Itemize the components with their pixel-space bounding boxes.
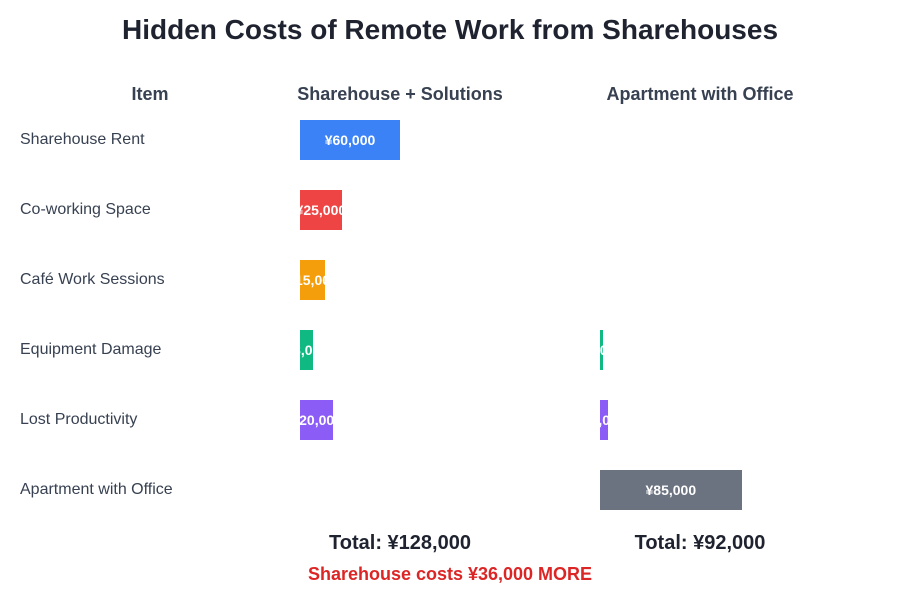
bar: ¥20,000 [300, 400, 334, 440]
header-apartment: Apartment with Office [606, 84, 794, 104]
bar: ¥5,000 [600, 400, 609, 440]
bar: ¥8,000 [300, 330, 314, 370]
total-sharehouse: Total: ¥128,000 [329, 532, 471, 554]
row-label: Equipment Damage [20, 341, 162, 358]
row-label: Co-working Space [20, 201, 151, 218]
bar: ¥25,000 [300, 190, 342, 230]
difference-note: Sharehouse costs ¥36,000 MORE [307, 564, 593, 584]
row-label: Café Work Sessions [20, 271, 165, 288]
row-label: Apartment with Office [20, 481, 173, 498]
header-item: Item [131, 84, 169, 104]
bar: ¥15,000 [300, 260, 325, 300]
row-label: Sharehouse Rent [20, 131, 145, 148]
bar: ¥60,000 [300, 120, 400, 160]
total-apartment: Total: ¥92,000 [634, 532, 766, 554]
header-sharehouse: Sharehouse + Solutions [297, 84, 503, 104]
bar: ¥2,000 [600, 330, 604, 370]
row-label: Lost Productivity [20, 411, 138, 428]
chart-title: Hidden Costs of Remote Work from Shareho… [121, 14, 779, 45]
bar: ¥85,000 [600, 470, 742, 510]
